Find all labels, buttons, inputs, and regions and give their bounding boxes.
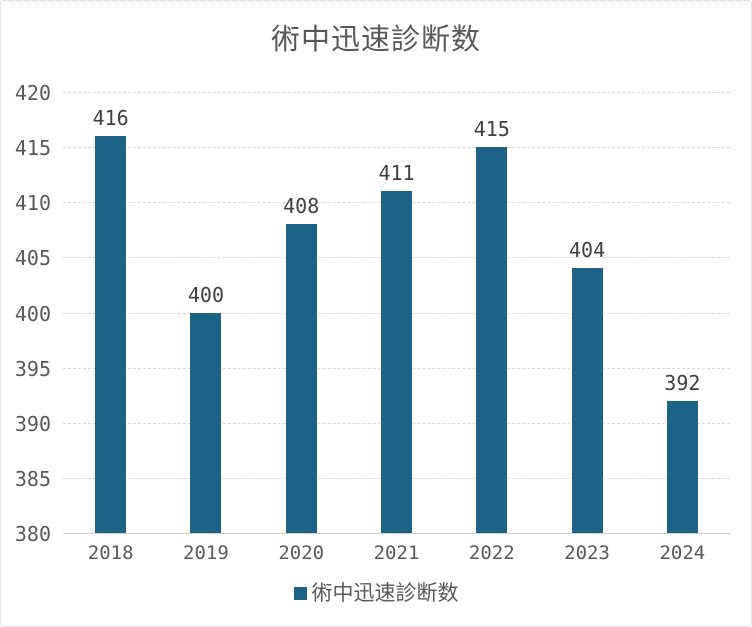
y-tick-label: 385 — [14, 466, 51, 491]
y-tick-label: 395 — [14, 356, 51, 381]
legend-swatch-icon — [293, 587, 307, 600]
y-tick-label: 380 — [14, 522, 51, 546]
y-tick-label: 420 — [14, 81, 51, 105]
bar-value-label: 415 — [473, 117, 510, 142]
x-tick-label: 2021 — [373, 542, 420, 564]
x-tick-label: 2020 — [278, 542, 325, 564]
x-tick-label: 2023 — [564, 542, 610, 564]
x-tick-label: 2018 — [87, 542, 134, 564]
y-tick-label: 415 — [14, 136, 51, 161]
bar-2019 — [190, 312, 222, 533]
bar-value-label: 392 — [664, 370, 701, 395]
bar-value-label: 416 — [92, 106, 129, 131]
bar-2020 — [285, 224, 317, 533]
bar-value-label: 408 — [283, 194, 320, 219]
y-tick-label: 400 — [14, 301, 51, 326]
legend: 術中迅速診断数 — [1, 583, 751, 604]
bar-2021 — [381, 191, 412, 533]
legend-series-label: 術中迅速診断数 — [311, 582, 459, 605]
x-tick-label: 2022 — [468, 542, 515, 564]
bar-2024 — [666, 400, 698, 533]
y-tick-label: 390 — [14, 411, 51, 436]
gridline — [63, 147, 730, 149]
chart-title: 術中迅速診断数 — [270, 24, 481, 56]
plot-area — [63, 92, 730, 534]
bar-2018 — [95, 136, 127, 533]
bar-2023 — [571, 268, 603, 533]
gridline — [63, 92, 730, 93]
bar-value-label: 411 — [378, 161, 415, 186]
bar-2022 — [476, 147, 508, 533]
bar-value-label: 400 — [187, 282, 224, 307]
bar-value-label: 404 — [569, 238, 606, 263]
y-tick-label: 410 — [14, 191, 51, 216]
x-tick-label: 2019 — [183, 542, 229, 564]
x-tick-label: 2024 — [659, 542, 706, 564]
y-tick-label: 405 — [14, 246, 51, 271]
